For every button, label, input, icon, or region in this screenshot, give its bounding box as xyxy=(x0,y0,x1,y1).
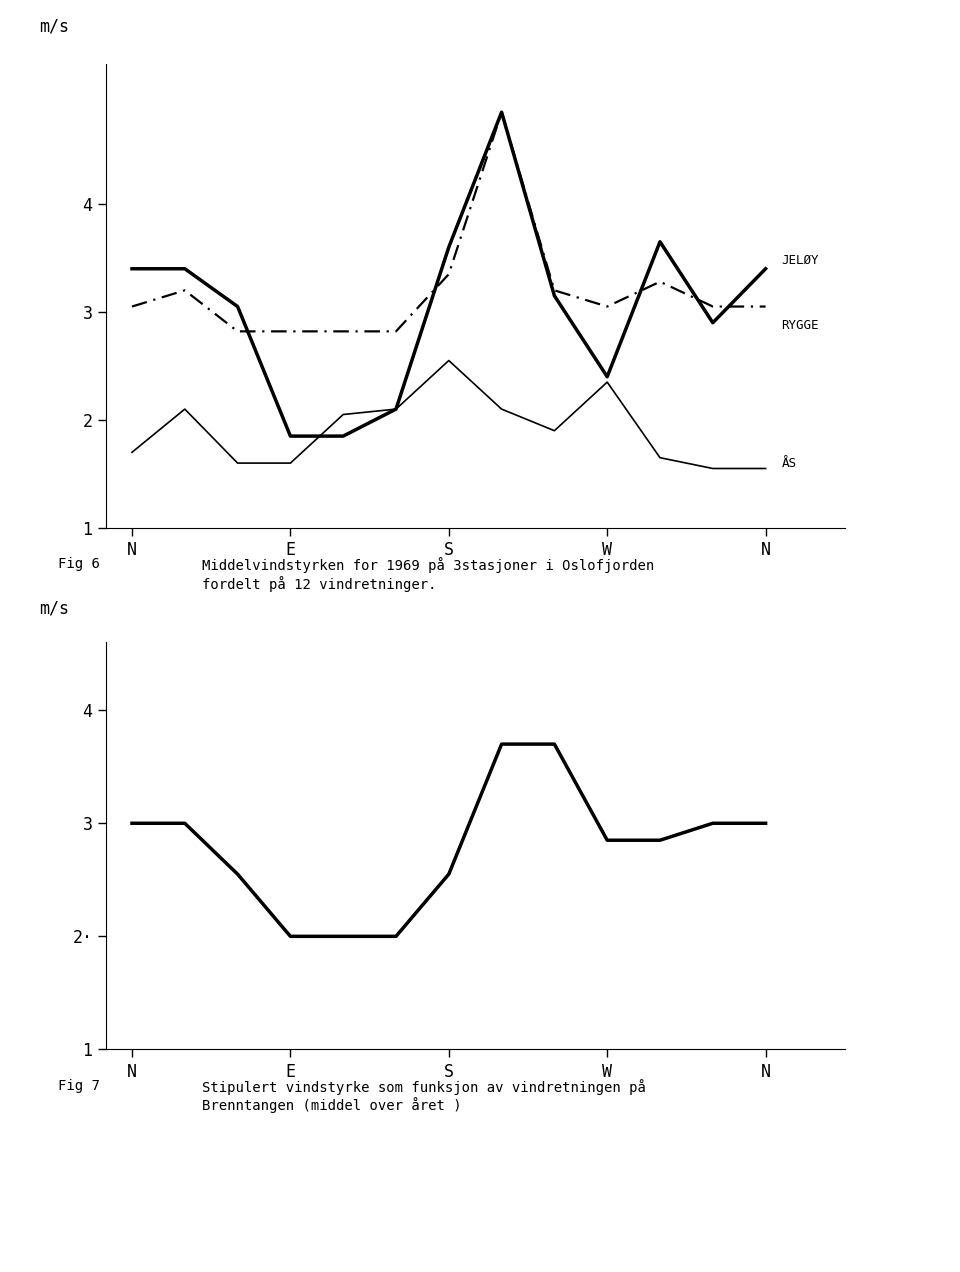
Text: m/s: m/s xyxy=(39,18,69,36)
Text: ÅS: ÅS xyxy=(781,457,797,469)
Text: Fig 6: Fig 6 xyxy=(58,557,100,571)
Text: Fig 7: Fig 7 xyxy=(58,1079,100,1093)
Text: JELØY: JELØY xyxy=(781,253,819,267)
Text: RYGGE: RYGGE xyxy=(781,319,819,332)
Text: m/s: m/s xyxy=(39,600,69,618)
Text: Stipulert vindstyrke som funksjon av vindretningen på
Brenntangen (middel over å: Stipulert vindstyrke som funksjon av vin… xyxy=(202,1079,645,1113)
Text: Middelvindstyrken for 1969 på 3stasjoner i Oslofjorden
fordelt på 12 vindretning: Middelvindstyrken for 1969 på 3stasjoner… xyxy=(202,557,654,591)
